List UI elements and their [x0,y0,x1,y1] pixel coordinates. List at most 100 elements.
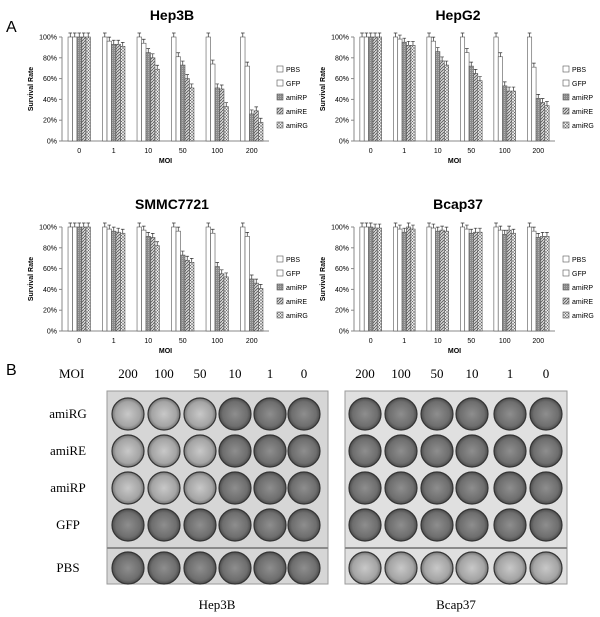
bar-gfp [244,65,250,142]
y-tick-label: 100% [39,35,57,42]
bar-amirp [368,36,374,142]
legend-swatch [562,93,570,101]
error-bar [360,32,364,37]
bar-amirp [249,113,255,142]
x-tick-label: 10 [144,148,152,155]
bar-gfp [210,63,216,142]
plate-wells [107,397,567,585]
bar-pbs [136,226,142,332]
error-bar [444,60,449,66]
error-bar [254,278,259,284]
x-tick-label: 1 [112,338,116,345]
well [111,434,145,468]
well [348,508,382,542]
error-bar [254,106,259,111]
well [420,471,454,505]
well [455,471,489,505]
error-bar [444,226,449,232]
error-bar [245,61,250,67]
error-bar [137,32,142,37]
legend-swatch [562,107,570,115]
moi-value: 10 [466,366,479,381]
well [529,397,563,431]
error-bar [406,222,411,227]
moi-value: 1 [507,366,514,381]
bar-amire [372,36,378,142]
x-tick-label: 100 [499,148,511,155]
error-bar [180,250,185,256]
bar-gfp [141,229,147,332]
error-bar [176,226,181,232]
x-tick-label: 0 [77,338,81,345]
bar-pbs [426,36,432,142]
bar-gfp [430,40,436,142]
y-tick-label: 60% [43,76,57,83]
bar-amirg [376,227,382,332]
error-bar [189,83,194,88]
error-bar [68,222,73,227]
error-bar [465,224,469,230]
well [111,471,145,505]
y-tick-label: 80% [335,55,349,62]
error-bar [469,228,474,234]
well [493,471,527,505]
error-bar [460,32,465,37]
bar-amire [219,273,225,332]
error-bar [377,32,382,37]
x-tick-label: 10 [434,148,442,155]
well [218,434,252,468]
bar-amirp [435,230,441,332]
legend-label: PBS [286,67,300,74]
error-bar [511,86,516,92]
well [420,434,454,468]
bar-amire [184,259,190,332]
error-bar [498,52,503,57]
error-bar [72,222,77,227]
moi-value: 0 [301,366,308,381]
bar-pbs [136,36,142,142]
bar-amirp [535,98,541,142]
error-bar [120,228,125,234]
error-bar [440,225,444,231]
bar-gfp [531,230,537,332]
error-bar [107,36,112,42]
error-bar [116,39,121,45]
bar-amirg [154,245,160,332]
error-bar [224,272,229,277]
y-tick-label: 40% [43,97,57,104]
well [147,434,181,468]
error-bar [224,102,229,107]
legend-label: amiRP [286,285,307,292]
error-bar [435,226,440,232]
bar-pbs [67,226,73,332]
error-bar [368,32,373,37]
bar-pbs [493,36,499,142]
bar-amirg [258,121,264,142]
well [455,434,489,468]
well [384,551,418,585]
bar-pbs [171,226,177,332]
caption-hep3b: Hep3B [199,597,236,612]
error-bar [494,222,498,227]
error-bar [398,34,402,40]
bar-pbs [240,36,246,142]
bar-amirp [214,87,220,142]
error-bar [511,228,516,234]
error-bar [240,32,245,37]
moi-value: 100 [391,366,411,381]
bar-amirg [376,36,382,142]
well [384,434,418,468]
moi-values-bcap37: 200 100 50 10 1 0 [355,366,549,381]
error-bar [527,32,532,37]
moi-value: 200 [118,366,138,381]
well [384,471,418,505]
bar-amirg [477,80,483,142]
legend-swatch [562,65,570,73]
error-bar [137,222,142,227]
bar-amire [184,78,190,142]
y-tick-label: 80% [43,245,57,252]
bar-gfp [430,227,436,332]
well [111,508,145,542]
legend-swatch [562,269,570,277]
